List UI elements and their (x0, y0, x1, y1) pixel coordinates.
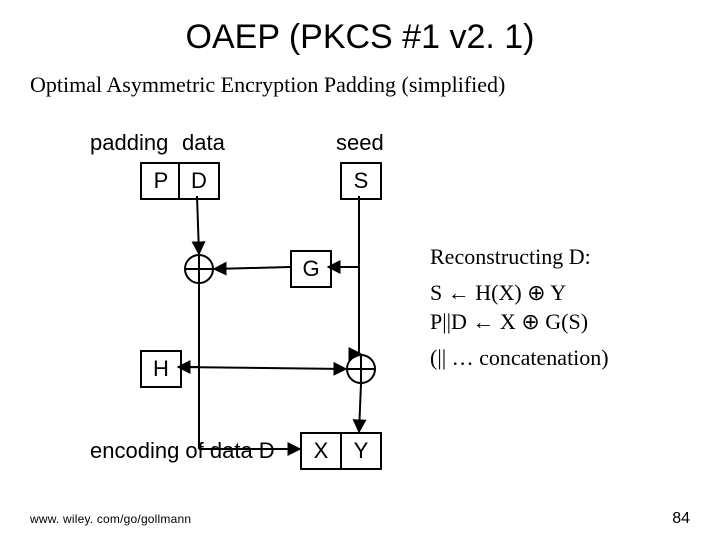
block-s: S (340, 162, 382, 200)
slide-title: OAEP (PKCS #1 v2. 1) (0, 18, 720, 57)
notes-line3: P||D ← X ⊕ G(S) (430, 307, 700, 337)
block-g: G (290, 250, 332, 288)
notes-line1: Reconstructing D: (430, 242, 700, 272)
block-p: P (140, 162, 182, 200)
label-seed: seed (336, 130, 384, 156)
block-d: D (178, 162, 220, 200)
footer-page: 84 (672, 510, 690, 528)
label-data: data (182, 130, 225, 156)
slide-subtitle: Optimal Asymmetric Encryption Padding (s… (30, 72, 505, 98)
notes-line2: S ← H(X) ⊕ Y (430, 278, 700, 308)
encoding-label: encoding of data D (90, 438, 275, 464)
xor-icon (184, 254, 214, 284)
block-x: X (300, 432, 342, 470)
block-y: Y (340, 432, 382, 470)
label-padding: padding (90, 130, 168, 156)
footer-url: www. wiley. com/go/gollmann (30, 512, 191, 526)
xor-icon (346, 354, 376, 384)
block-h: H (140, 350, 182, 388)
notes-line4: (|| … concatenation) (430, 343, 700, 373)
reconstruction-notes: Reconstructing D: S ← H(X) ⊕ Y P||D ← X … (430, 242, 700, 373)
